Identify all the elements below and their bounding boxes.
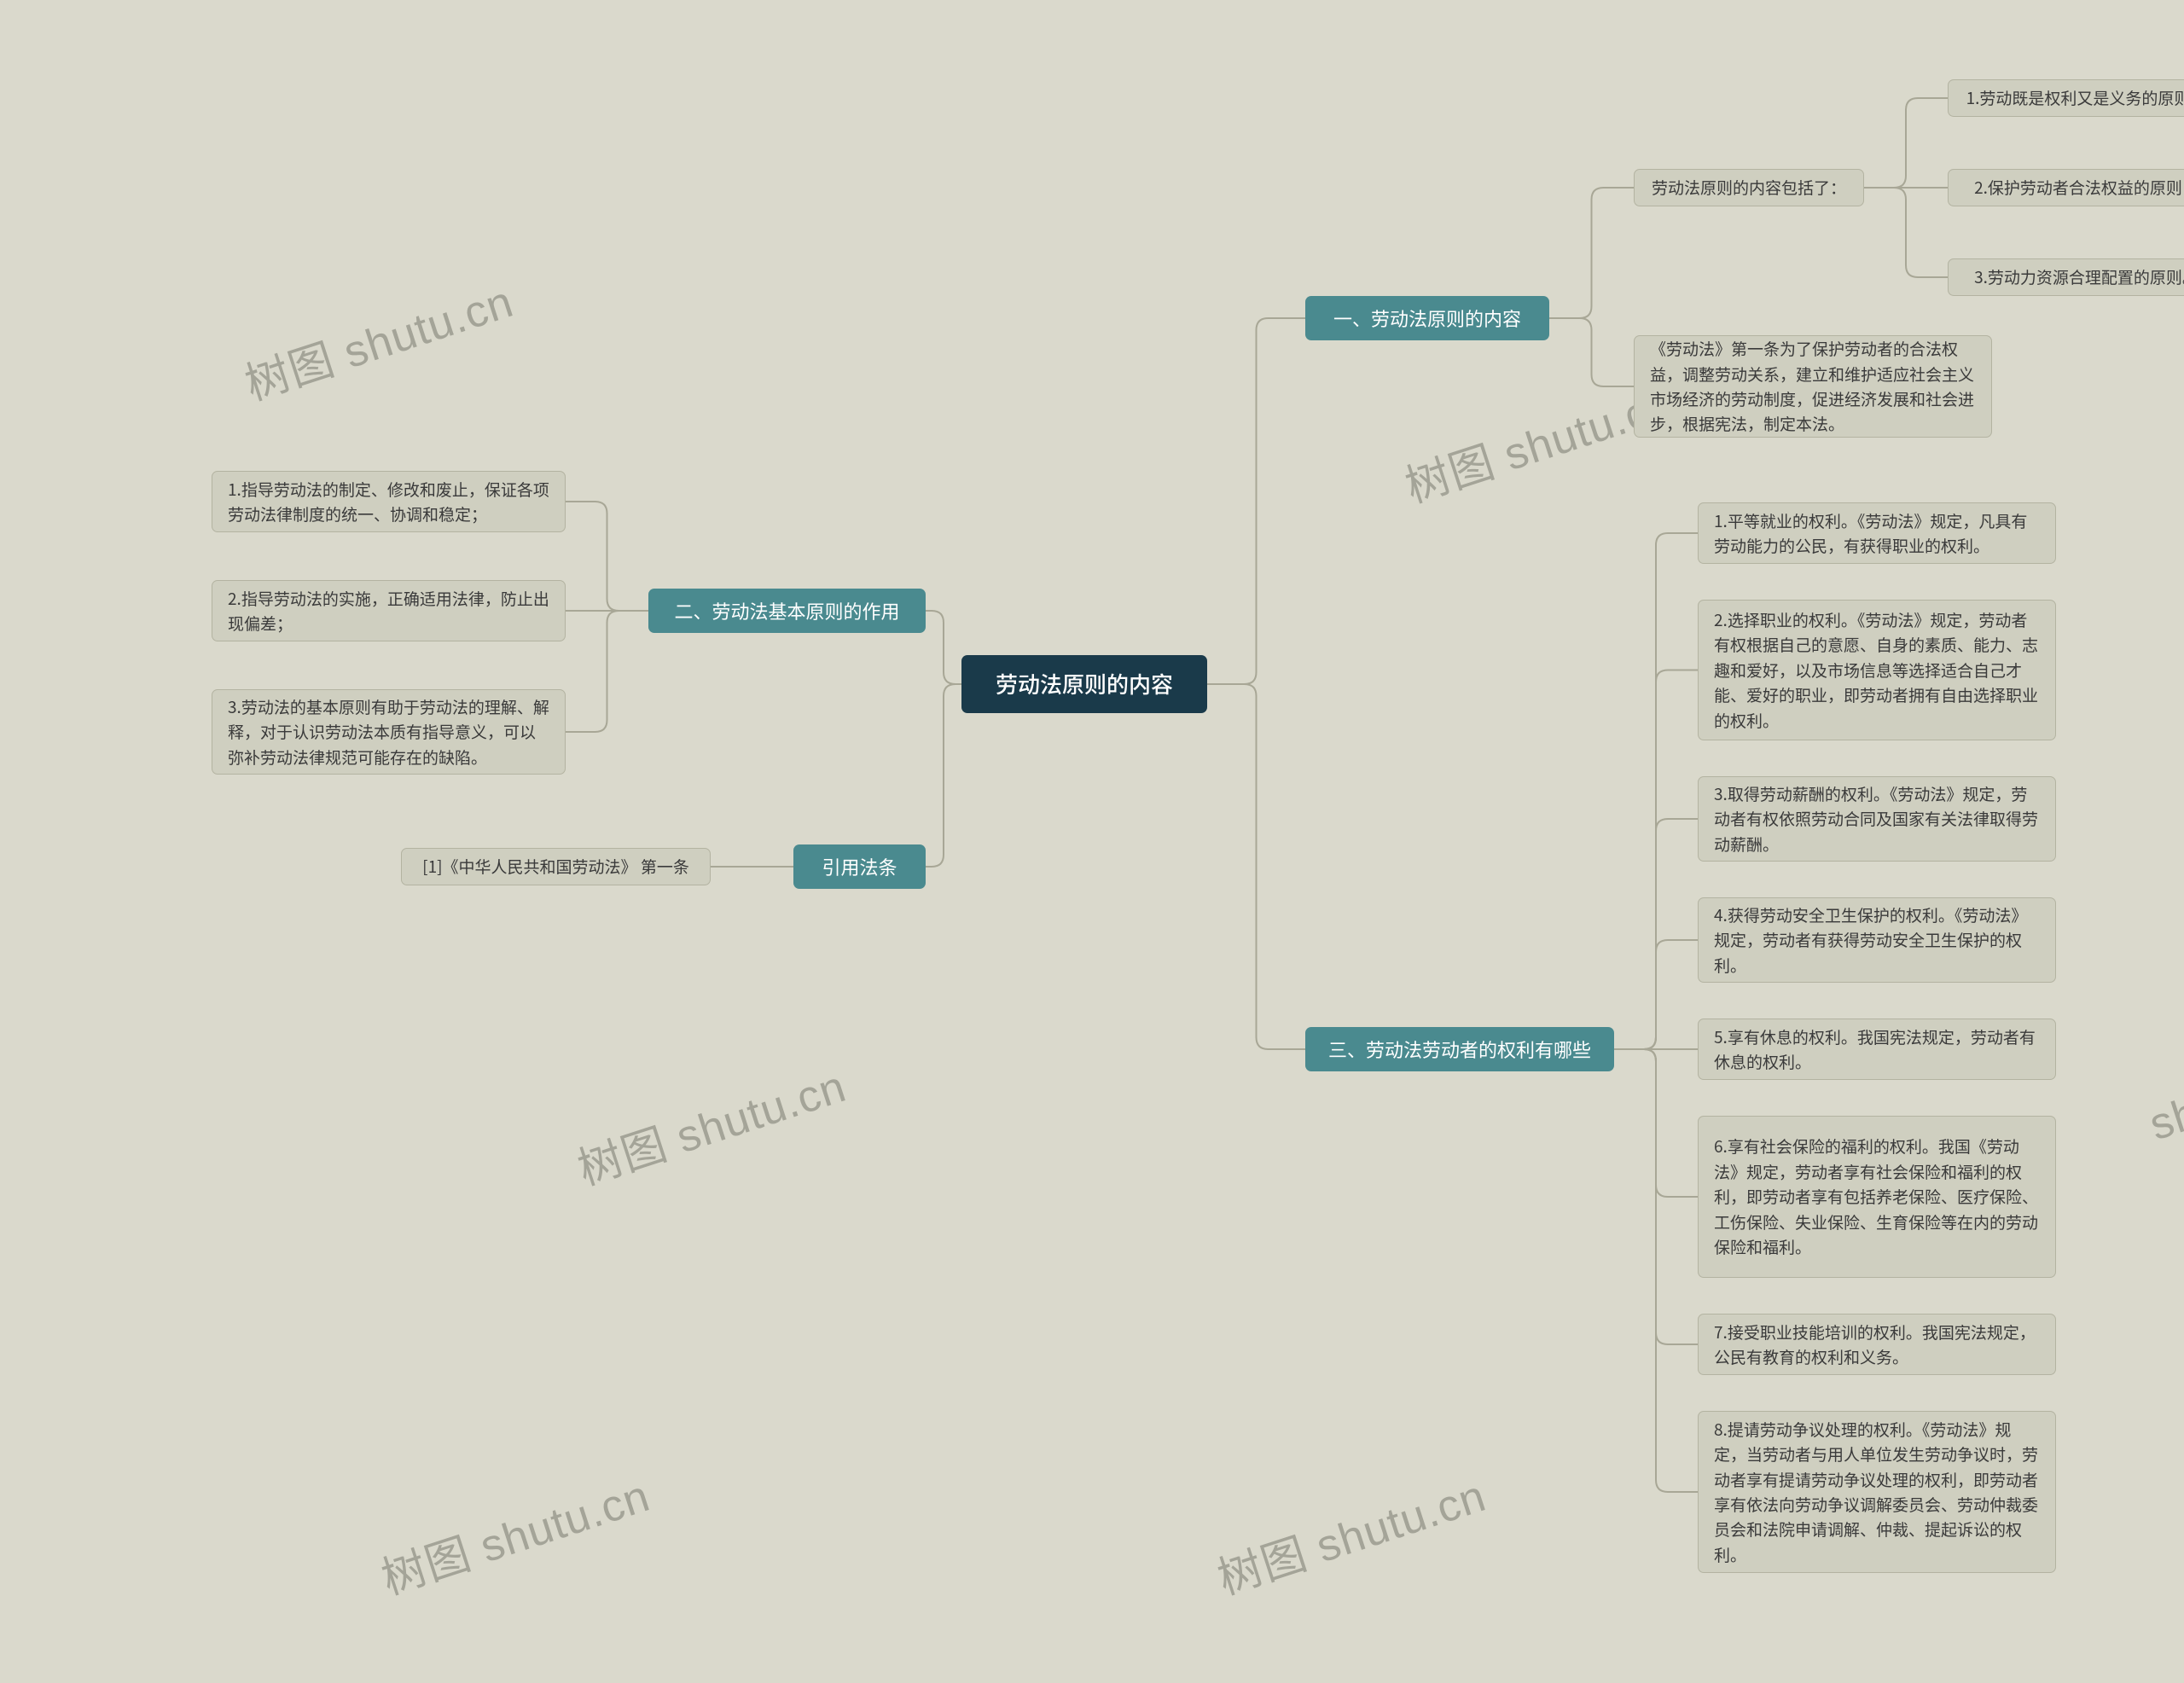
- leaf-node-r1a2: 2.保护劳动者合法权益的原则；: [1948, 169, 2184, 206]
- leaf-node-r3c: 3.取得劳动薪酬的权利。《劳动法》规定，劳动者有权依照劳动合同及国家有关法律取得…: [1698, 776, 2056, 862]
- leaf-node-r3e-label: 5.享有休息的权利。我国宪法规定，劳动者有休息的权利。: [1714, 1024, 2040, 1075]
- leaf-node-r3d-label: 4.获得劳动安全卫生保护的权利。《劳动法》规定，劳动者有获得劳动安全卫生保护的权…: [1714, 902, 2040, 978]
- root-label: 劳动法原则的内容: [996, 667, 1173, 701]
- level1-node-l4: 引用法条: [793, 844, 926, 889]
- leaf-node-r3h: 8.提请劳动争议处理的权利。《劳动法》规定，当劳动者与用人单位发生劳动争议时，劳…: [1698, 1411, 2056, 1573]
- leaf-node-r3f-label: 6.享有社会保险的福利的权利。我国《劳动法》规定，劳动者享有社会保险和福利的权利…: [1714, 1134, 2040, 1259]
- leaf-node-l4a-label: [1]《中华人民共和国劳动法》 第一条: [422, 854, 689, 879]
- leaf-node-l2c: 3.劳动法的基本原则有助于劳动法的理解、解释，对于认识劳动法本质有指导意义，可以…: [212, 689, 566, 775]
- leaf-node-r3e: 5.享有休息的权利。我国宪法规定，劳动者有休息的权利。: [1698, 1019, 2056, 1080]
- level1-node-r3: 三、劳动法劳动者的权利有哪些: [1305, 1027, 1614, 1071]
- leaf-node-l2a-label: 1.指导劳动法的制定、修改和废止，保证各项劳动法律制度的统一、协调和稳定；: [228, 477, 549, 527]
- leaf-node-r1b: 《劳动法》第一条为了保护劳动者的合法权益，调整劳动关系，建立和维护适应社会主义市…: [1634, 335, 1992, 438]
- level1-node-r3-label: 三、劳动法劳动者的权利有哪些: [1328, 1035, 1591, 1064]
- leaf-node-r1a3: 3.劳动力资源合理配置的原则。: [1948, 258, 2184, 296]
- leaf-node-r1a1-label: 1.劳动既是权利又是义务的原则；: [1966, 85, 2184, 110]
- level1-node-r1: 一、劳动法原则的内容: [1305, 296, 1549, 340]
- root-node: 劳动法原则的内容: [961, 655, 1207, 713]
- leaf-node-r1a-label: 劳动法原则的内容包括了：: [1652, 175, 1846, 200]
- leaf-node-r3b-label: 2.选择职业的权利。《劳动法》规定，劳动者有权根据自己的意愿、自身的素质、能力、…: [1714, 607, 2040, 733]
- leaf-node-r3a: 1.平等就业的权利。《劳动法》规定，凡具有劳动能力的公民，有获得职业的权利。: [1698, 502, 2056, 564]
- level1-node-l2: 二、劳动法基本原则的作用: [648, 589, 926, 633]
- leaf-node-r3g: 7.接受职业技能培训的权利。我国宪法规定，公民有教育的权利和义务。: [1698, 1314, 2056, 1375]
- leaf-node-r3d: 4.获得劳动安全卫生保护的权利。《劳动法》规定，劳动者有获得劳动安全卫生保护的权…: [1698, 897, 2056, 983]
- level1-node-l4-label: 引用法条: [822, 852, 897, 881]
- level1-node-l2-label: 二、劳动法基本原则的作用: [674, 596, 899, 625]
- leaf-node-r3h-label: 8.提请劳动争议处理的权利。《劳动法》规定，当劳动者与用人单位发生劳动争议时，劳…: [1714, 1417, 2040, 1568]
- leaf-node-r1a1: 1.劳动既是权利又是义务的原则；: [1948, 79, 2184, 117]
- leaf-node-l4a: [1]《中华人民共和国劳动法》 第一条: [401, 848, 711, 885]
- level1-node-r1-label: 一、劳动法原则的内容: [1333, 304, 1521, 333]
- leaf-node-r3b: 2.选择职业的权利。《劳动法》规定，劳动者有权根据自己的意愿、自身的素质、能力、…: [1698, 600, 2056, 740]
- leaf-node-l2a: 1.指导劳动法的制定、修改和废止，保证各项劳动法律制度的统一、协调和稳定；: [212, 471, 566, 532]
- leaf-node-l2c-label: 3.劳动法的基本原则有助于劳动法的理解、解释，对于认识劳动法本质有指导意义，可以…: [228, 694, 549, 769]
- leaf-node-r3a-label: 1.平等就业的权利。《劳动法》规定，凡具有劳动能力的公民，有获得职业的权利。: [1714, 508, 2040, 559]
- leaf-node-r3f: 6.享有社会保险的福利的权利。我国《劳动法》规定，劳动者享有社会保险和福利的权利…: [1698, 1116, 2056, 1278]
- leaf-node-r1a3-label: 3.劳动力资源合理配置的原则。: [1974, 264, 2184, 289]
- leaf-node-l2b-label: 2.指导劳动法的实施，正确适用法律，防止出现偏差；: [228, 586, 549, 636]
- leaf-node-r1a: 劳动法原则的内容包括了：: [1634, 169, 1864, 206]
- leaf-node-r3c-label: 3.取得劳动薪酬的权利。《劳动法》规定，劳动者有权依照劳动合同及国家有关法律取得…: [1714, 781, 2040, 856]
- leaf-node-r1b-label: 《劳动法》第一条为了保护劳动者的合法权益，调整劳动关系，建立和维护适应社会主义市…: [1650, 336, 1976, 437]
- leaf-node-r3g-label: 7.接受职业技能培训的权利。我国宪法规定，公民有教育的权利和义务。: [1714, 1320, 2040, 1370]
- leaf-node-l2b: 2.指导劳动法的实施，正确适用法律，防止出现偏差；: [212, 580, 566, 641]
- leaf-node-r1a2-label: 2.保护劳动者合法权益的原则；: [1974, 175, 2184, 200]
